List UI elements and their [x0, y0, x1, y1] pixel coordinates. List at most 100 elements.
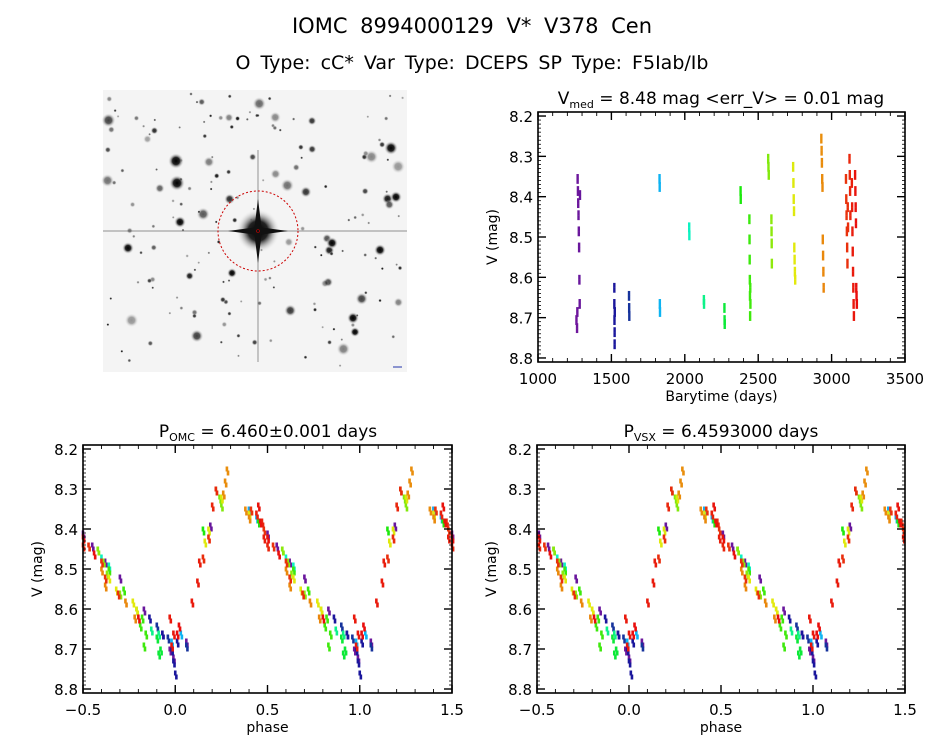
- data-point: [858, 498, 862, 504]
- data-point: [830, 598, 833, 604]
- data-point: [577, 226, 581, 232]
- data-point: [173, 670, 177, 676]
- data-point: [304, 594, 307, 600]
- data-point: [674, 498, 678, 504]
- data-point: [718, 530, 722, 536]
- data-point: [173, 634, 176, 640]
- y-axis-label: V (mag): [484, 541, 500, 597]
- data-point: [275, 542, 279, 548]
- plot-lightcurve: Vmed = 8.48 mag <err_V> = 0.01 mag 8.2 8.3…: [485, 89, 924, 405]
- data-point: [894, 510, 898, 516]
- data-point: [819, 630, 822, 636]
- data-point: [138, 618, 141, 624]
- star: [338, 364, 342, 368]
- data-point: [625, 642, 629, 648]
- data-point: [699, 506, 703, 512]
- star: [185, 254, 190, 258]
- data-point: [822, 266, 825, 272]
- data-point: [261, 522, 265, 528]
- data-point: [767, 169, 770, 175]
- data-point: [432, 506, 435, 512]
- plot-title: PVSX = 6.4593000 days: [624, 422, 819, 444]
- data-point: [408, 478, 411, 484]
- data-point: [149, 618, 152, 624]
- star: [207, 251, 211, 255]
- data-point: [678, 494, 682, 500]
- data-point: [611, 634, 614, 640]
- data-point: [258, 506, 261, 512]
- data-point: [806, 634, 809, 640]
- data-point: [706, 510, 709, 516]
- data-point: [627, 303, 631, 309]
- data-point: [627, 307, 631, 313]
- data-point: [854, 190, 857, 196]
- data-point: [770, 214, 773, 220]
- data-point: [688, 222, 691, 228]
- data-point: [579, 598, 583, 604]
- data-point: [381, 582, 385, 588]
- data-point: [628, 662, 632, 668]
- star: [208, 114, 213, 118]
- data-point: [835, 578, 839, 584]
- data-point: [662, 534, 666, 540]
- data-point: [657, 526, 660, 532]
- data-point: [117, 594, 121, 600]
- data-point: [767, 174, 770, 180]
- y-tick-label: 8.2: [509, 108, 533, 126]
- data-point: [713, 522, 717, 528]
- data-point: [210, 526, 213, 532]
- star: [329, 251, 334, 256]
- data-point: [180, 634, 184, 640]
- data-point: [559, 574, 563, 580]
- data-point: [407, 494, 411, 500]
- plot-phase-omc: POMC = 6.460±0.001 days 8.2 8.3 8.4 8.5 8.6 8.…: [30, 422, 464, 736]
- star: [384, 141, 398, 155]
- data-point: [658, 307, 662, 313]
- data-point: [245, 510, 248, 516]
- data-point: [853, 169, 857, 175]
- data-point: [667, 506, 671, 512]
- data-point: [748, 295, 752, 301]
- data-point: [772, 602, 775, 608]
- star: [300, 156, 304, 160]
- data-point: [611, 622, 614, 628]
- data-point: [622, 634, 625, 640]
- data-point: [432, 510, 435, 516]
- data-point: [406, 490, 410, 496]
- data-point: [131, 598, 135, 604]
- star: [122, 242, 134, 254]
- x-axis-label: phase: [246, 720, 288, 736]
- data-point: [842, 538, 846, 544]
- star: [363, 252, 368, 258]
- data-point: [196, 578, 199, 584]
- data-point: [445, 518, 448, 524]
- data-point: [409, 482, 412, 488]
- data-point: [613, 287, 616, 293]
- data-point: [613, 315, 616, 321]
- star: [155, 167, 159, 172]
- data-point: [560, 562, 564, 568]
- x-tick-label: 1.0: [801, 701, 825, 719]
- data-point: [731, 546, 735, 552]
- data-point: [560, 578, 564, 584]
- data-point: [634, 626, 637, 632]
- data-point: [702, 294, 706, 300]
- star: [397, 214, 401, 218]
- star: [120, 168, 125, 173]
- data-point: [623, 638, 626, 644]
- y-tick-label: 8.5: [509, 229, 533, 247]
- data-point: [749, 287, 752, 293]
- data-point: [108, 570, 112, 576]
- data-point: [658, 178, 661, 184]
- data-point: [624, 646, 627, 652]
- data-point: [762, 586, 765, 592]
- data-point: [848, 169, 852, 175]
- star: [303, 355, 308, 360]
- y-tick-label: 8.2: [54, 441, 78, 459]
- star: [225, 169, 232, 175]
- star: [221, 280, 226, 284]
- data-point: [897, 506, 901, 512]
- data-point: [172, 630, 175, 636]
- data-point: [178, 626, 182, 632]
- data-point: [598, 642, 601, 648]
